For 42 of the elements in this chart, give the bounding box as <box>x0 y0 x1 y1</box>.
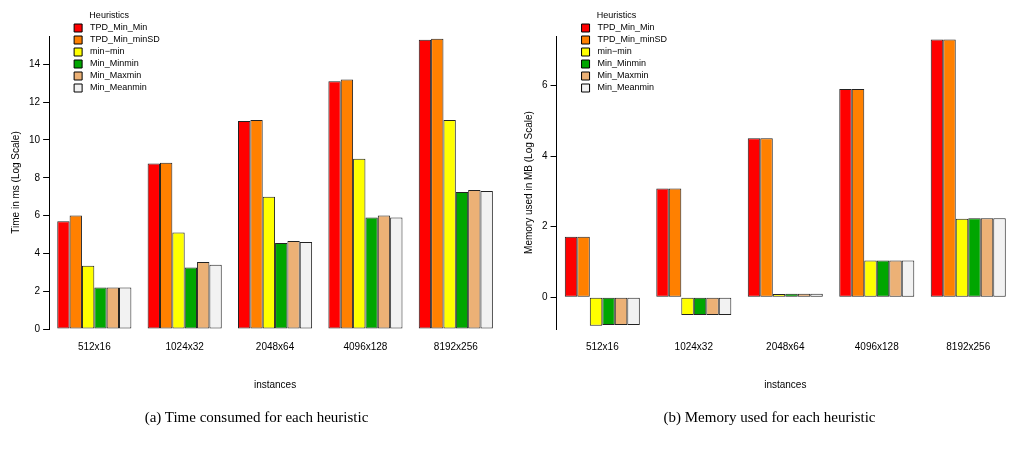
x-tick-label: 512x16 <box>77 340 112 352</box>
legend-label: Min_Minmin <box>597 58 647 69</box>
x-tick-label: 4096x128 <box>343 340 388 352</box>
y-tick-label: 8 <box>34 171 41 183</box>
legend-label: Min_Meanmin <box>90 82 147 93</box>
x-tick-label: 2048x64 <box>255 340 295 352</box>
y-tick-label: 4 <box>542 149 548 161</box>
legend-title: Heuristics <box>596 10 637 21</box>
legend-label: TPD_Min_Min <box>597 22 655 33</box>
y-tick-label: 14 <box>29 58 41 70</box>
y-tick-label: 4 <box>34 247 41 259</box>
text: (b) Memory used for each heuristic <box>662 409 877 426</box>
legend-label: TPD_Min_Min <box>90 22 148 33</box>
legend-label: Min_Maxmin <box>597 70 649 81</box>
y-tick-label: 6 <box>542 79 548 91</box>
legend-title: Heuristics <box>89 10 130 21</box>
text: (a) Time consumed for each heuristic <box>143 409 370 426</box>
legend-label: min−min <box>597 46 632 57</box>
y-tick-label: 12 <box>29 95 41 107</box>
x-tick-label: 512x16 <box>585 340 620 352</box>
x-tick-label: 2048x64 <box>766 340 805 352</box>
legend-label: min−min <box>90 46 125 57</box>
legend-label: TPD_Min_minSD <box>597 34 668 45</box>
y-tick-label: 6 <box>34 209 41 221</box>
x-axis-title: instances <box>253 378 297 390</box>
x-tick-label: 1024x32 <box>165 340 205 352</box>
y-tick-label: 0 <box>542 290 548 302</box>
x-tick-label: 4096x128 <box>854 340 900 352</box>
legend-label: Min_Meanmin <box>597 82 655 93</box>
y-axis-title: Memory used in MB (Log Scale) <box>522 111 534 254</box>
legend-label: TPD_Min_minSD <box>90 34 161 45</box>
x-tick-label: 8192x256 <box>946 340 991 352</box>
y-axis-title: Time in ms (Log Scale) <box>9 131 21 234</box>
x-tick-label: 8192x256 <box>433 340 479 352</box>
y-tick-label: 0 <box>34 322 41 334</box>
y-tick-label: 2 <box>542 220 548 232</box>
y-tick-label: 2 <box>34 284 41 296</box>
x-tick-label: 1024x32 <box>674 340 714 352</box>
legend-label: Min_Minmin <box>90 58 139 69</box>
y-tick-label: 10 <box>29 133 41 145</box>
legend-label: Min_Maxmin <box>90 70 142 81</box>
x-axis-title: instances <box>764 378 807 390</box>
